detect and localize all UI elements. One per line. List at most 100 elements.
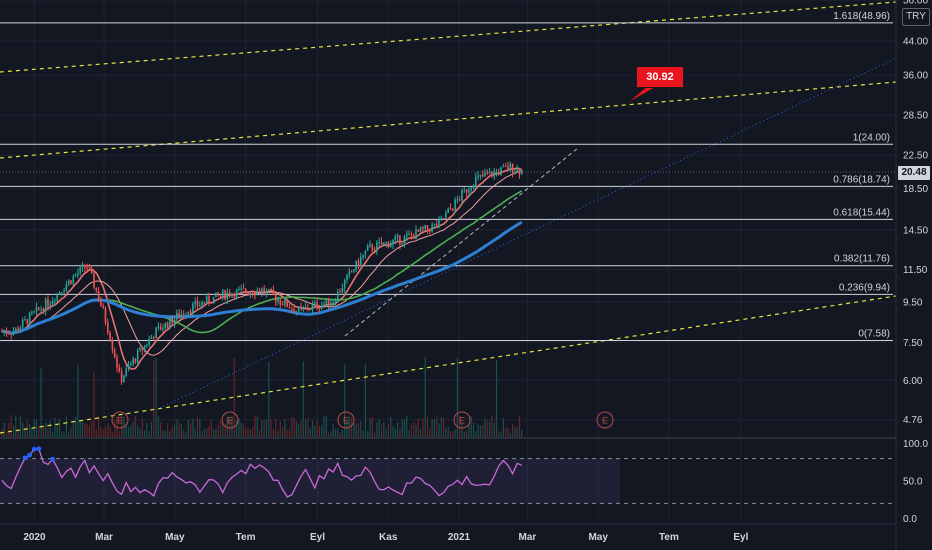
candle-body — [325, 298, 328, 304]
time-tick-label: May — [588, 532, 608, 543]
volume-bar — [477, 424, 479, 437]
price-tick-label: 36.00 — [903, 71, 928, 82]
candle-body — [146, 344, 148, 346]
candle-body — [33, 311, 35, 313]
candle-body — [442, 218, 445, 220]
volume-bar — [387, 423, 389, 437]
volume-bar — [298, 423, 300, 437]
candle-body — [394, 236, 397, 240]
candle-body — [15, 328, 17, 332]
volume-bar — [236, 420, 238, 437]
candle-body — [521, 170, 523, 175]
candle-body — [323, 303, 325, 305]
candle-body — [100, 300, 102, 306]
candle-body — [364, 250, 367, 255]
volume-bar — [277, 431, 279, 437]
candle-body — [235, 289, 238, 298]
price-tick-label: 6.00 — [903, 376, 923, 387]
currency-badge[interactable]: TRY — [902, 8, 930, 26]
volume-bar — [233, 358, 235, 437]
candle-body — [511, 163, 514, 173]
volume-bar — [456, 358, 458, 437]
candle-body — [297, 306, 300, 312]
candle-body — [201, 302, 203, 306]
volume-bar — [337, 428, 339, 437]
volume-bar — [410, 424, 412, 437]
volume-bar — [385, 428, 387, 437]
time-tick-label: 2020 — [23, 532, 46, 543]
candle-body — [376, 242, 378, 251]
price-tick-label: 11.50 — [903, 265, 928, 276]
candle-body — [369, 244, 371, 246]
candle-body — [300, 306, 302, 308]
volume-bar — [22, 422, 24, 437]
candle-body — [194, 301, 196, 304]
candle-body — [180, 314, 183, 318]
fib-level-label: 0.786(18.74) — [833, 174, 890, 185]
candle-body — [509, 163, 512, 170]
candle-body — [488, 171, 491, 174]
volume-bar — [141, 418, 143, 437]
volume-bar — [360, 421, 362, 437]
volume-bar — [217, 424, 219, 437]
grid — [0, 0, 896, 522]
candle-body — [38, 307, 40, 310]
volume-bar — [95, 429, 97, 437]
volume-bar — [489, 421, 491, 437]
volume-bar — [213, 429, 215, 437]
candle-body — [88, 267, 91, 269]
candle-body — [360, 257, 362, 266]
candle-body — [5, 331, 8, 334]
volume-bar — [224, 423, 226, 437]
candle-body — [196, 301, 199, 307]
volume-bar — [380, 424, 383, 437]
candle-body — [19, 327, 22, 331]
trend-extension-line — [159, 57, 897, 409]
volume-bar — [355, 423, 357, 437]
candle-body — [502, 165, 505, 168]
volume-bar — [171, 427, 173, 437]
volume-bar — [505, 428, 507, 437]
volume-bar — [371, 417, 373, 437]
candle-body — [415, 229, 417, 239]
candle-body — [143, 345, 146, 351]
volume-bar — [295, 421, 297, 437]
volume-bar — [367, 431, 369, 437]
volume-bar — [397, 422, 399, 437]
candle-body — [465, 189, 468, 193]
volume-bar — [75, 416, 77, 437]
candle-body — [1, 331, 3, 333]
volume-bar — [70, 427, 72, 437]
volume-bar — [125, 422, 127, 437]
volume-bar — [325, 415, 327, 437]
candle-body — [109, 332, 111, 341]
volume-bar — [68, 431, 70, 437]
candle-body — [440, 218, 443, 221]
volume-bar — [415, 424, 417, 437]
candle-body — [111, 340, 114, 350]
volume-bar — [512, 423, 514, 437]
volume-bar — [351, 417, 353, 437]
volume-bar — [249, 429, 251, 437]
volume-bar — [479, 425, 481, 437]
candle-body — [249, 292, 252, 295]
candle-body — [171, 317, 173, 324]
moving-average-line — [1, 190, 523, 334]
volume-bar — [155, 357, 157, 437]
volume-bar — [403, 419, 406, 437]
volume-bar — [486, 420, 488, 437]
target-price-callout[interactable]: 30.92 — [636, 66, 684, 88]
candle-body — [320, 304, 323, 309]
candle-body — [472, 186, 475, 188]
volume-bar — [514, 427, 516, 437]
candle-body — [484, 173, 486, 177]
candle-body — [481, 174, 484, 177]
price-tick-label: 18.50 — [903, 184, 928, 195]
volume-bar — [502, 418, 504, 437]
candle-body — [84, 264, 86, 268]
candle-body — [56, 293, 58, 301]
earnings-marker-letter: E — [459, 416, 465, 426]
candle-body — [348, 271, 351, 275]
volume-bar — [247, 428, 249, 437]
